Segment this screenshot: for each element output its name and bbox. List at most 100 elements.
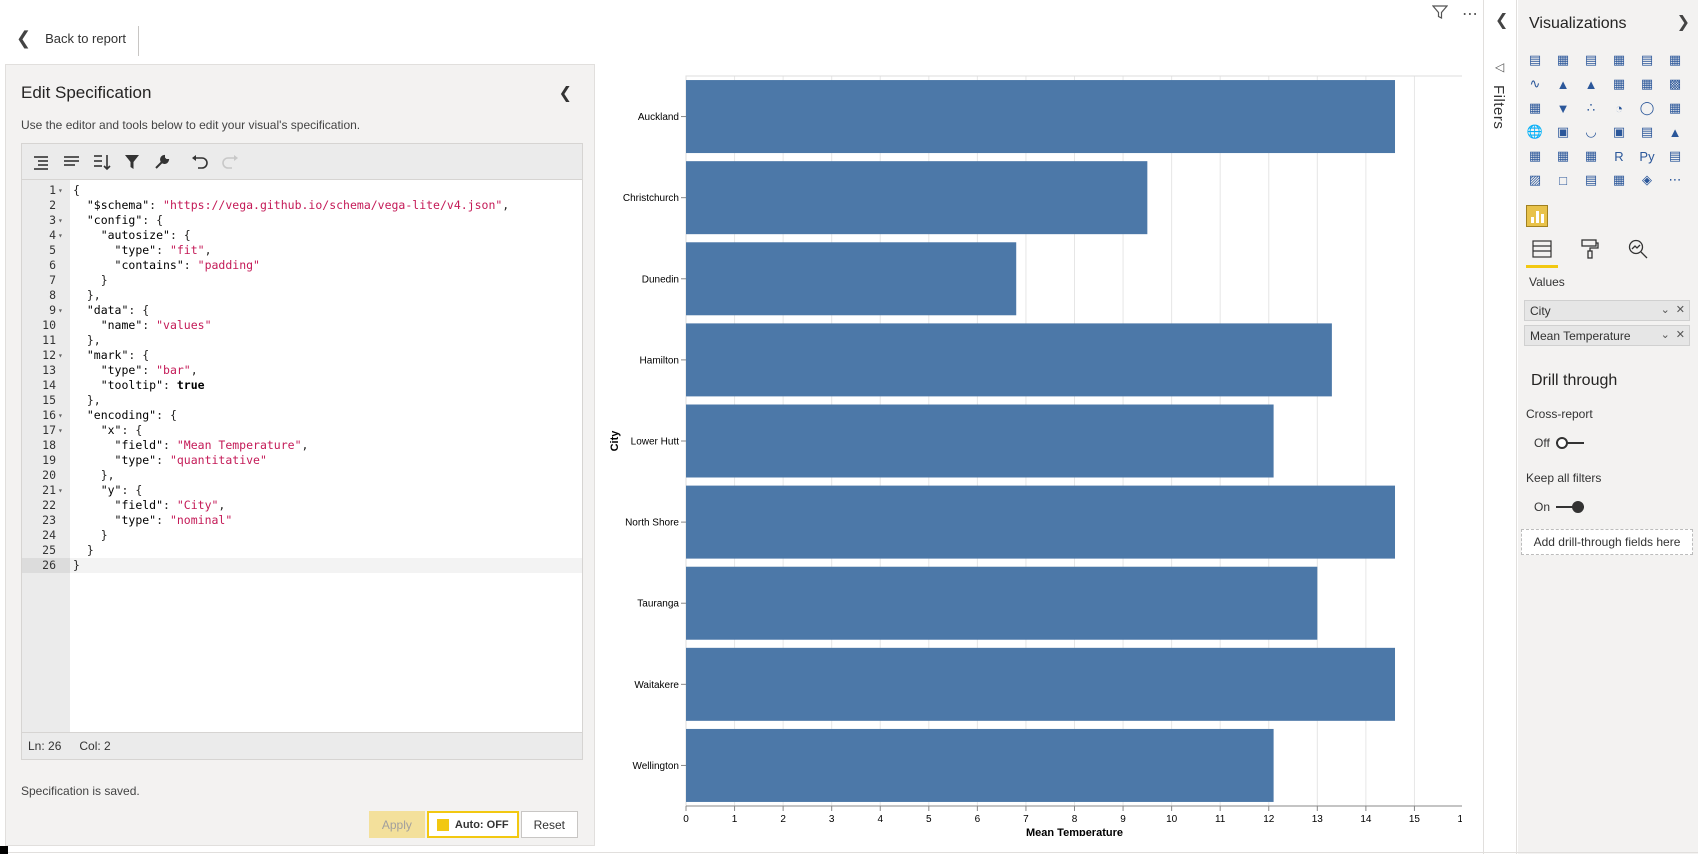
bar-auckland[interactable] [686,80,1396,154]
bar-waitakere[interactable] [686,647,1396,721]
code-line[interactable]: "field": "City", [114,498,226,512]
code-line[interactable]: }, [73,288,101,302]
undo-icon[interactable] [188,150,212,174]
line-clustered-icon[interactable]: ▦ [1640,76,1654,91]
decomposition-tree-icon[interactable]: ▨ [1528,172,1542,187]
chevron-down-icon[interactable]: ⌄ [1660,304,1670,316]
cross-report-toggle[interactable]: Off [1534,436,1584,450]
stacked-bar-icon[interactable]: ▤ [1528,52,1542,67]
expand-pane-icon[interactable]: ❯ [1676,14,1690,31]
filled-map-icon[interactable]: ▣ [1556,124,1570,139]
drill-through-drop-zone[interactable]: Add drill-through fields here [1521,529,1693,555]
field-pill-city[interactable]: City ⌄ ✕ [1524,300,1690,321]
code-line[interactable]: "data": { [86,303,150,317]
area-chart-icon[interactable]: ▲ [1556,76,1570,92]
code-line[interactable]: "config": { [86,213,164,227]
code-area[interactable]: 1 ▾ 2 3 ▾ 4 ▾ 5 6 7 8 9 ▾ 10 11 12 ▾ 13 14 15 16 ▾ 17 ▾ 18 19 20 21… [22,180,582,732]
stacked-column-icon[interactable]: ▦ [1556,52,1570,67]
chevron-down-icon[interactable]: ⌄ [1660,329,1670,341]
funnel-icon[interactable]: ▼ [1556,100,1570,116]
more-options-icon[interactable]: ⋯ [1462,6,1478,23]
qa-icon[interactable]: □ [1559,172,1567,188]
code-line[interactable]: "x": { [100,423,143,437]
bar-tauranga[interactable] [686,566,1318,640]
back-to-report-link[interactable]: ❮ Back to report [16,29,126,47]
bar-wellington[interactable] [686,728,1274,802]
clustered-column-icon[interactable]: ▦ [1612,52,1626,67]
sort-icon[interactable] [90,150,114,174]
filter-icon[interactable] [1431,4,1449,25]
slicer-icon[interactable]: ▦ [1528,148,1542,163]
code-line[interactable]: "tooltip": true [100,378,205,392]
code-line[interactable]: }, [73,468,115,482]
close-icon[interactable]: ✕ [1675,329,1685,341]
line-chart-icon[interactable]: ∿ [1529,76,1541,91]
toggle-switch[interactable] [1555,437,1584,449]
100-bar-icon[interactable]: ▤ [1640,52,1654,67]
collapse-panel-icon[interactable]: ❮ [558,85,572,102]
code-line[interactable]: }, [73,393,101,407]
keep-filters-toggle[interactable]: On [1534,500,1585,514]
filters-label[interactable]: Filters [1490,85,1507,130]
compact-json-icon[interactable] [60,150,84,174]
code-line[interactable]: "type": "nominal" [114,513,233,527]
waterfall-icon[interactable]: ▦ [1528,100,1542,115]
code-line[interactable]: } [73,273,108,287]
close-icon[interactable]: ✕ [1675,304,1685,316]
map-icon[interactable]: 🌐 [1526,124,1544,139]
deneb-visual-icon[interactable] [1526,205,1548,227]
analytics-magnifier-icon[interactable] [1624,236,1652,262]
apply-button[interactable]: Apply [368,811,425,838]
auto-apply-toggle[interactable]: Auto: OFF [426,811,519,838]
code-line[interactable]: "name": "values" [100,318,212,332]
code-line[interactable]: "$schema": "https://vega.github.io/schem… [86,198,510,212]
clustered-bar-icon[interactable]: ▤ [1584,52,1598,67]
fields-tab-icon[interactable] [1526,236,1558,268]
ribbon-chart-icon[interactable]: ▩ [1668,76,1682,91]
code-line[interactable]: { [73,183,80,197]
scatter-icon[interactable]: ∴ [1586,100,1596,115]
code-text[interactable]: { "$schema": "https://vega.github.io/sch… [70,180,582,732]
reset-button[interactable]: Reset [520,811,578,838]
collapse-filters-icon[interactable]: ❮ [1495,12,1509,29]
code-line[interactable]: "contains": "padding" [114,258,260,272]
card-icon[interactable]: ▣ [1612,124,1626,139]
code-line[interactable]: "mark": { [86,348,150,362]
wrench-icon[interactable] [150,150,174,174]
code-line[interactable]: "y": { [100,483,143,497]
bar-hamilton[interactable] [686,323,1332,397]
redo-icon[interactable] [218,150,242,174]
code-line[interactable]: "type": "bar", [100,363,198,377]
bar-dunedin[interactable] [686,242,1017,316]
format-json-icon[interactable] [30,150,54,174]
code-line[interactable]: } [70,558,582,573]
python-visual-icon[interactable]: Py [1639,148,1655,164]
filter-json-icon[interactable] [120,150,144,174]
treemap-icon[interactable]: ▦ [1668,100,1682,115]
code-line[interactable]: "type": "fit", [114,243,212,257]
power-apps-icon[interactable]: ◈ [1642,172,1652,187]
table-icon[interactable]: ▦ [1556,148,1570,163]
bar-north-shore[interactable] [686,485,1396,559]
toggle-switch[interactable] [1556,501,1585,513]
smart-narrative-icon[interactable]: ▤ [1584,172,1598,187]
line-column-icon[interactable]: ▦ [1612,76,1626,91]
stacked-area-icon[interactable]: ▲ [1584,76,1598,92]
100-column-icon[interactable]: ▦ [1668,52,1682,67]
code-line[interactable]: "autosize": { [100,228,191,242]
multi-row-card-icon[interactable]: ▤ [1640,124,1654,139]
field-pill-mean-temperature[interactable]: Mean Temperature ⌄ ✕ [1524,325,1690,346]
bar-lower-hutt[interactable] [686,404,1274,478]
kpi-icon[interactable]: ▲ [1668,124,1682,140]
pie-chart-icon[interactable]: ◔ [1615,100,1623,116]
donut-chart-icon[interactable]: ◯ [1639,100,1655,115]
format-paint-roller-icon[interactable] [1576,236,1604,262]
code-line[interactable]: } [73,528,108,542]
key-influencers-icon[interactable]: ▤ [1668,148,1682,163]
bar-christchurch[interactable] [686,161,1148,235]
code-line[interactable]: "type": "quantitative" [114,453,267,467]
code-line[interactable]: } [73,543,94,557]
r-visual-icon[interactable]: R [1614,148,1624,164]
more-visuals-icon[interactable]: ⋯ [1668,172,1682,187]
matrix-icon[interactable]: ▦ [1584,148,1598,163]
